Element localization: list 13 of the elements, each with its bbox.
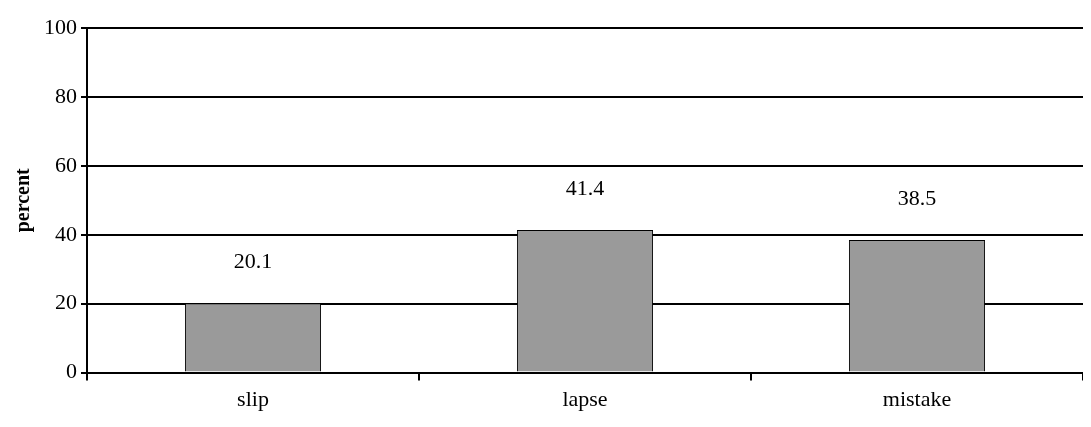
- y-tick-label: 80: [55, 82, 77, 108]
- x-tick-label: lapse: [562, 385, 608, 411]
- data-label: 41.4: [565, 174, 605, 200]
- data-label: 38.5: [897, 184, 937, 210]
- x-tick-label: mistake: [882, 385, 952, 411]
- y-tick-label: 60: [55, 151, 77, 177]
- data-label: 20.1: [233, 248, 273, 274]
- y-tick-label: 40: [55, 220, 77, 246]
- y-tick-label: 100: [44, 13, 77, 39]
- y-tick-label: 20: [55, 289, 77, 315]
- x-tick-label: slip: [237, 385, 269, 411]
- y-axis-title: percent: [11, 167, 35, 233]
- y-tick-label: 0: [66, 358, 77, 384]
